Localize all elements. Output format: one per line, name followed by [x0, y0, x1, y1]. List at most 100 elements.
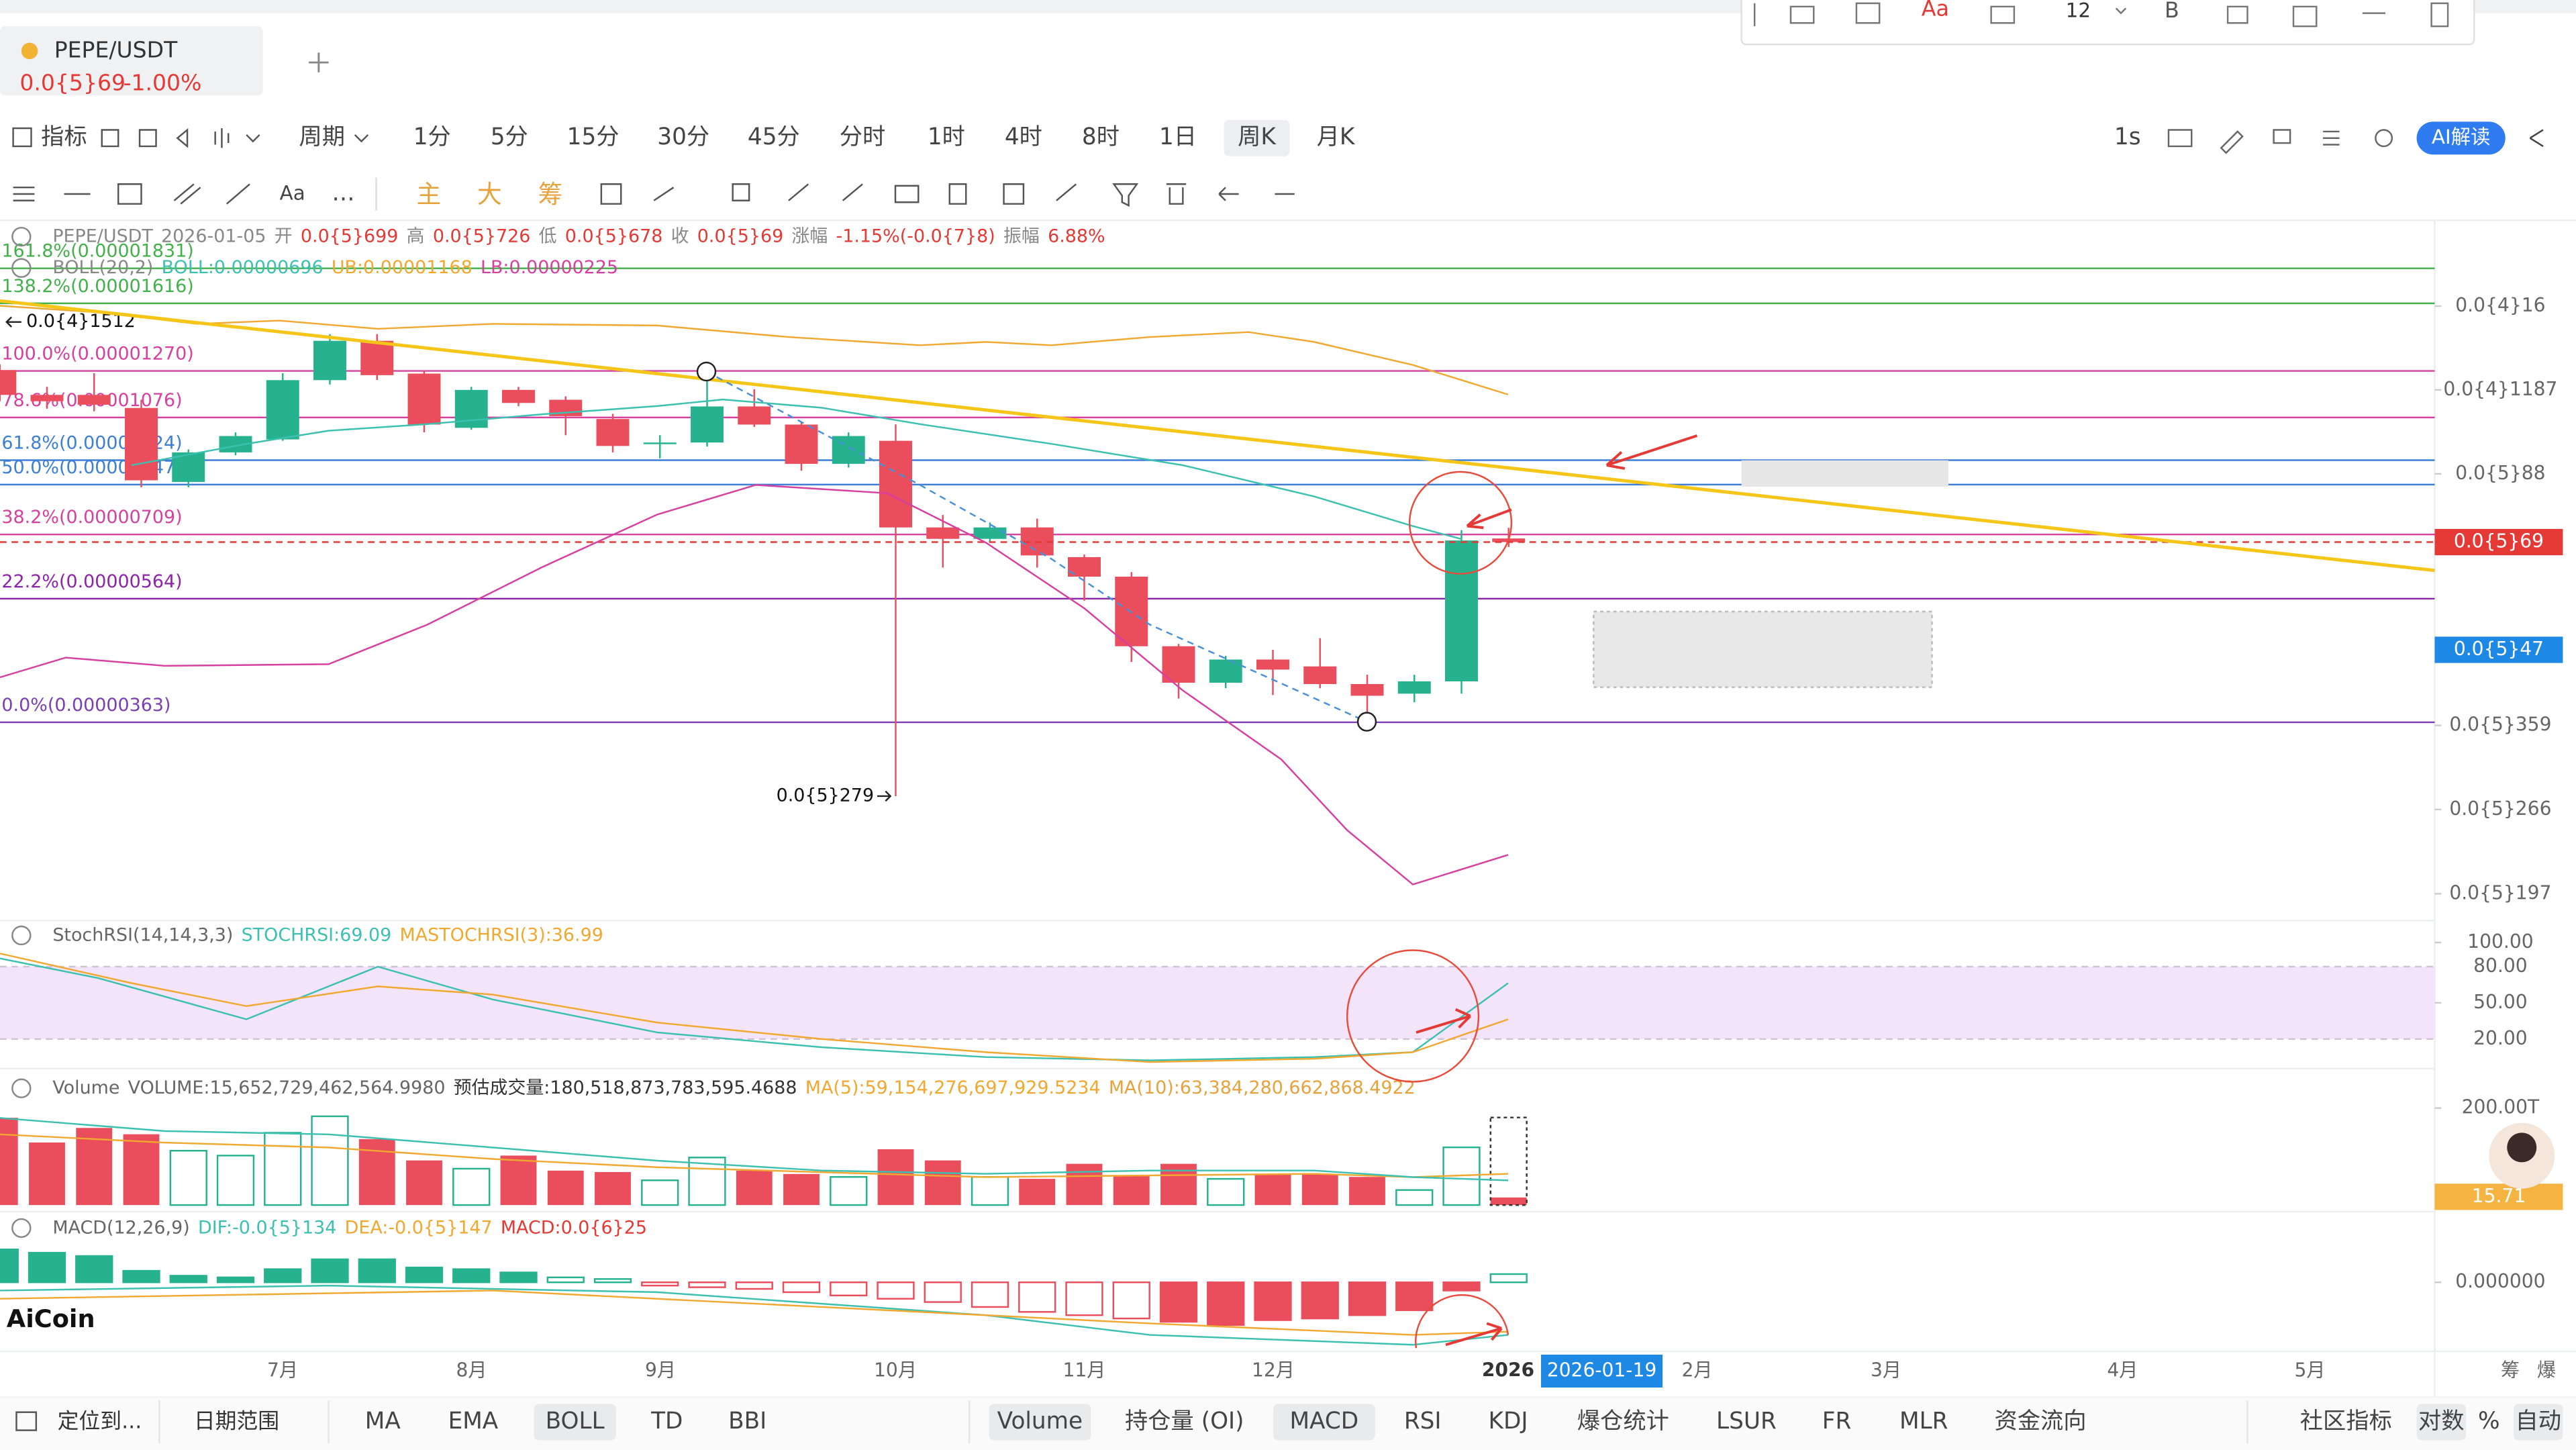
interval-tab[interactable]: 月K	[1317, 124, 1356, 150]
note-bg	[1741, 460, 1948, 487]
bottom-item[interactable]: 持仓量 (OI)	[1125, 1408, 1244, 1435]
period-button[interactable]: 周期	[299, 124, 345, 150]
bottom-item[interactable]: 对数	[2418, 1408, 2465, 1435]
interval-tab[interactable]: 15分	[567, 124, 620, 150]
more-tool[interactable]: …	[332, 179, 354, 206]
ai-button[interactable]: AI解读	[2432, 126, 2490, 148]
toolbar-right-icons[interactable]	[2167, 129, 2340, 154]
header-item: 开	[275, 226, 293, 246]
candle-body	[738, 406, 771, 425]
bottom-item[interactable]: TD	[650, 1408, 683, 1435]
interval-tab[interactable]: 5分	[491, 124, 528, 150]
bottom-item[interactable]: MLR	[1899, 1408, 1948, 1435]
collapse-icon[interactable]	[11, 925, 32, 946]
volume-bar	[547, 1170, 584, 1206]
low-marker-arrow	[877, 790, 892, 802]
fib-label: 22.2%(0.00000564)	[1, 571, 182, 592]
bottom-item[interactable]: 爆仓统计	[1577, 1408, 1669, 1435]
toolbar-icons[interactable]	[101, 128, 260, 148]
interval-tab[interactable]: 1日	[1159, 124, 1197, 150]
drawing-icons[interactable]	[13, 183, 1295, 207]
date-range-button[interactable]: 日期范围	[194, 1408, 279, 1433]
font-tool[interactable]: Aa	[280, 181, 305, 204]
collapse-icon[interactable]	[11, 1078, 32, 1098]
coin-icon	[21, 42, 38, 60]
interval-tab[interactable]: 分时	[840, 124, 886, 150]
candle-body	[1256, 659, 1289, 670]
interval-tab[interactable]: 45分	[748, 124, 800, 150]
speed[interactable]: 1s	[2114, 124, 2141, 150]
dea-line	[0, 1290, 1509, 1336]
drawing-icons-2[interactable]	[600, 183, 675, 205]
macd-bar	[924, 1281, 962, 1303]
interval-tab[interactable]: 1分	[413, 124, 451, 150]
add-tab[interactable]	[309, 52, 329, 72]
float-bold[interactable]: B	[2165, 0, 2179, 23]
ai-button-bg[interactable]	[2416, 122, 2506, 155]
symbol-tab[interactable]	[0, 26, 263, 96]
indicator-button[interactable]: 指标	[41, 124, 87, 150]
interval-tab[interactable]: 周K	[1238, 124, 1277, 150]
cursor-price-badge	[2434, 636, 2563, 663]
candle-body	[973, 527, 1007, 539]
red-arrows	[1466, 434, 1698, 530]
bottom-item[interactable]: BOLL	[546, 1408, 605, 1435]
macd-bar	[1442, 1281, 1481, 1292]
active-item-bg	[1273, 1404, 1375, 1441]
collapse-icon[interactable]	[11, 258, 32, 278]
bottom-item[interactable]: EMA	[448, 1408, 499, 1435]
header-item: 预估成交量:180,518,873,783,595.4688	[454, 1077, 797, 1098]
x-tick-label: 3月	[1871, 1359, 1901, 1381]
collapse-icon[interactable]	[11, 1218, 32, 1239]
float-icons[interactable]	[1753, 2, 2449, 28]
volume-estimate	[1489, 1116, 1528, 1206]
dividers	[158, 1400, 2248, 1444]
bottom-item[interactable]: MA	[365, 1408, 401, 1435]
interval-tab[interactable]: 8时	[1082, 124, 1120, 150]
volume-ma5	[0, 1133, 1509, 1178]
bottom-item[interactable]: Volume	[997, 1408, 1083, 1435]
x-tick-label: 5月	[2294, 1359, 2325, 1381]
interval-tab[interactable]: 30分	[657, 124, 709, 150]
drawing-label[interactable]: 主	[416, 180, 441, 209]
bottom-item[interactable]: %	[2478, 1408, 2500, 1435]
bottom-item[interactable]: 社区指标	[2300, 1408, 2392, 1435]
symbol: PEPE/USDT	[54, 36, 178, 62]
bottom-item[interactable]: KDJ	[1489, 1408, 1528, 1435]
float-toolbar	[1740, 0, 2475, 46]
bottom-item[interactable]: 资金流向	[1995, 1408, 2087, 1435]
interval-tab[interactable]: 4时	[1005, 124, 1042, 150]
volume-bar	[358, 1139, 395, 1206]
corner-label: 爆	[2537, 1359, 2556, 1381]
macd-bar	[169, 1275, 207, 1284]
drawing-label[interactable]: 筹	[538, 180, 563, 209]
collapse-icon[interactable]	[11, 226, 32, 247]
volume-bar	[688, 1157, 726, 1206]
x-tick-label: 12月	[1252, 1359, 1295, 1381]
share-icon[interactable]	[2529, 129, 2544, 147]
locate-button[interactable]: 定位到...	[58, 1408, 142, 1433]
macd-bar	[877, 1281, 915, 1300]
bottom-item[interactable]: MACD	[1290, 1408, 1359, 1435]
volume-bar	[1301, 1173, 1338, 1206]
bottom-item[interactable]: 自动	[2515, 1408, 2561, 1435]
bottom-item[interactable]: RSI	[1404, 1408, 1442, 1435]
header-item: Volume	[52, 1077, 119, 1098]
x-cursor-badge	[1540, 1354, 1663, 1388]
float-size[interactable]: 12	[2066, 0, 2091, 22]
macd-bar	[28, 1251, 66, 1284]
bottom-item[interactable]: FR	[1822, 1408, 1852, 1435]
wave-line	[705, 371, 1367, 723]
settings-icon[interactable]	[2375, 129, 2393, 148]
header-item: 低	[539, 226, 557, 246]
macd-bar	[1018, 1281, 1056, 1313]
cursor-price-label: 0.0{5}47	[2454, 638, 2544, 660]
bottom-item[interactable]: LSUR	[1716, 1408, 1777, 1435]
interval-tab[interactable]: 1时	[928, 124, 965, 150]
float-font[interactable]: Aa	[1922, 0, 1949, 21]
x-tick-label: 7月	[267, 1359, 298, 1381]
y-tick-label: 50.00	[2473, 991, 2528, 1013]
bottom-item[interactable]: BBI	[728, 1408, 766, 1435]
drawing-label[interactable]: 大	[477, 180, 502, 209]
